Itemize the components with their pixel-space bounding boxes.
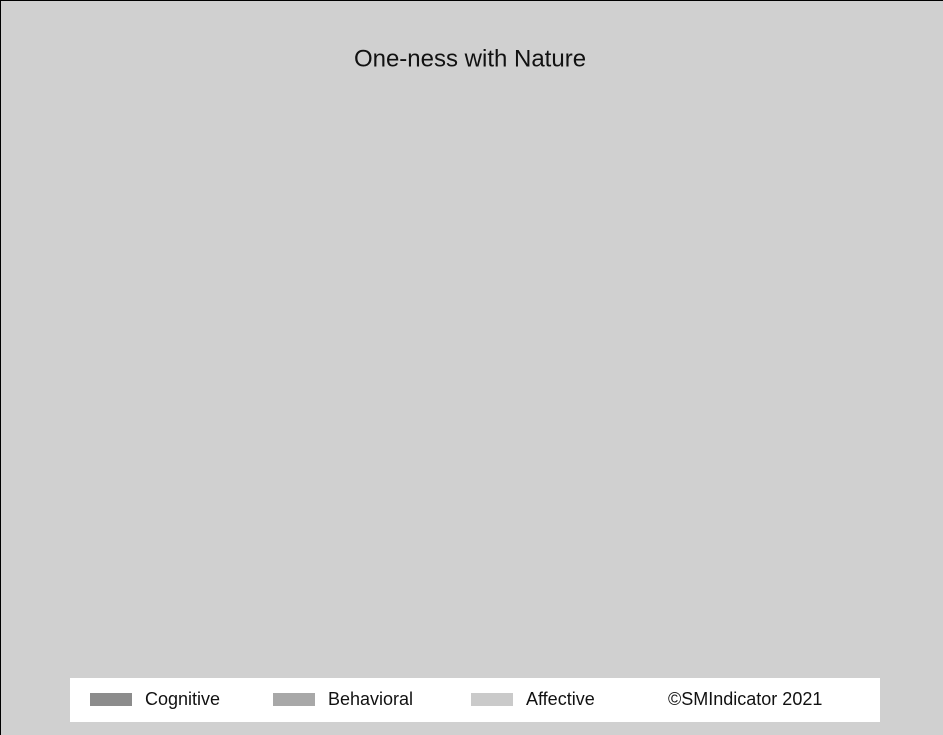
legend-label: Behavioral [328,689,413,709]
legend-swatch [273,693,315,706]
legend-swatch [90,693,132,706]
chart-title: One-ness with Nature [354,45,586,72]
legend-label: Cognitive [145,689,220,709]
credit: ©SMIndicator 2021 [668,689,822,709]
legend-label: Affective [526,689,595,709]
legend-swatch [471,693,513,706]
